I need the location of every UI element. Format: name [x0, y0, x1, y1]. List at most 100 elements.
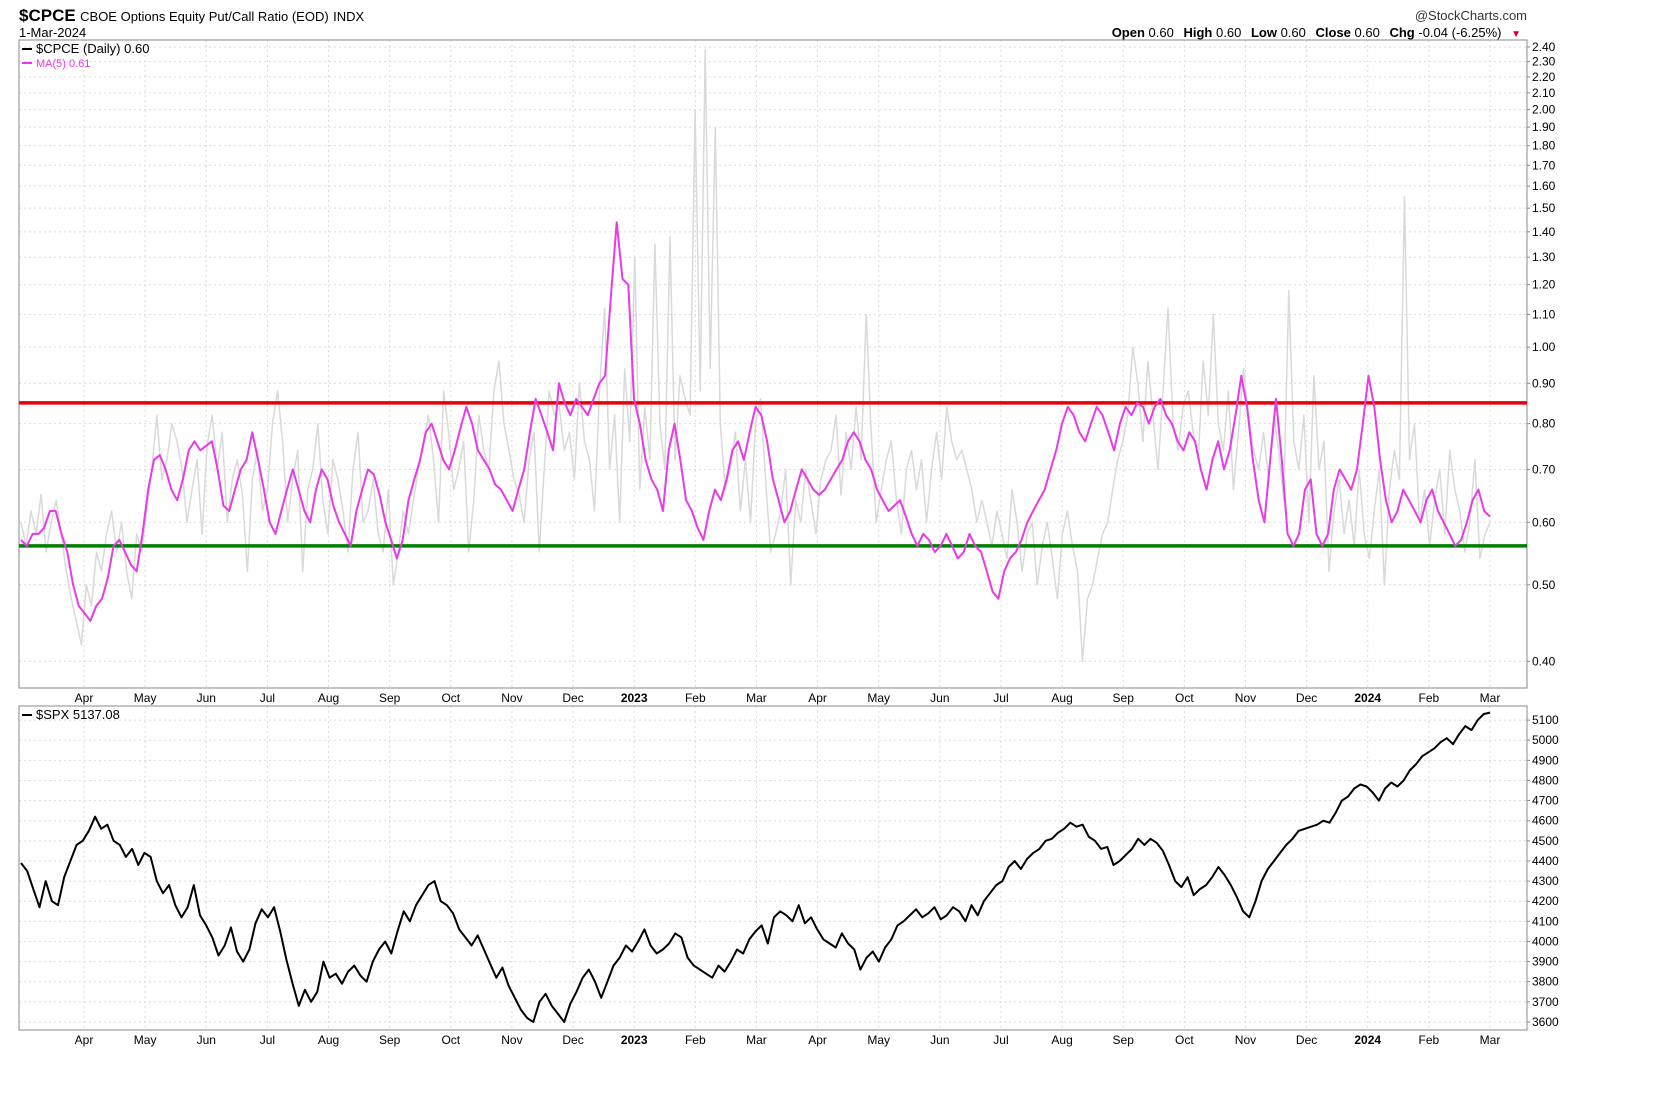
- top-y-tick-label: 2.00: [1532, 103, 1556, 117]
- chg-label: Chg: [1389, 25, 1415, 40]
- bottom-y-tick-label: 4900: [1532, 753, 1559, 767]
- top-y-tick-label: 1.70: [1532, 158, 1556, 172]
- top-x-tick-label: Feb: [1419, 691, 1440, 705]
- bottom-x-tick-label: Feb: [1419, 1033, 1440, 1047]
- bottom-x-tick-label: Feb: [685, 1033, 706, 1047]
- bottom-y-tick-label: 3700: [1532, 995, 1559, 1009]
- top-x-tick-label: Oct: [1175, 691, 1194, 705]
- top-x-tick-label: Dec: [562, 691, 583, 705]
- bottom-y-tick-label: 3800: [1532, 975, 1559, 989]
- top-y-tick-label: 1.50: [1532, 201, 1556, 215]
- top-x-tick-label: Mar: [746, 691, 767, 705]
- top-x-tick-label: Jun: [930, 691, 949, 705]
- bottom-x-tick-label: Jul: [993, 1033, 1008, 1047]
- top-x-tick-labels: Apr May Jun Jul Aug Sep Oct Nov Dec 2023 Feb Mar Apr…: [75, 691, 1501, 705]
- bottom-x-tick-label: Jun: [930, 1033, 949, 1047]
- top-y-tick-label: 2.30: [1532, 55, 1556, 69]
- spx-line: [20, 711, 1491, 1023]
- bottom-x-tick-label: Nov: [1235, 1033, 1256, 1047]
- bottom-y-tick-labels: 3600 3700 3800 3900 4000 4100 4200 4300 4400 4500…: [1527, 713, 1559, 1029]
- top-y-tick-label: 0.90: [1532, 376, 1556, 390]
- bottom-y-tick-label: 4400: [1532, 854, 1559, 868]
- bottom-y-tick-label: 3900: [1532, 955, 1559, 969]
- bottom-y-tick-label: 5000: [1532, 733, 1559, 747]
- bottom-y-tick-label: 4600: [1532, 814, 1559, 828]
- bottom-y-tick-label: 3600: [1532, 1015, 1559, 1029]
- bottom-x-tick-label: Mar: [1480, 1033, 1501, 1047]
- bottom-x-tick-label: Mar: [746, 1033, 767, 1047]
- close-label: Close: [1315, 25, 1351, 40]
- top-y-tick-label: 0.80: [1532, 417, 1556, 431]
- bottom-x-tick-label: Apr: [75, 1033, 94, 1047]
- top-x-tick-label: Apr: [808, 691, 827, 705]
- bottom-y-tick-label: 4800: [1532, 773, 1559, 787]
- top-y-tick-label: 1.20: [1532, 278, 1556, 292]
- high-value: 0.60: [1216, 25, 1242, 40]
- top-x-tick-label: Oct: [441, 691, 460, 705]
- top-y-tick-label: 1.10: [1532, 308, 1556, 322]
- bottom-x-tick-label: Sep: [1113, 1033, 1135, 1047]
- top-y-tick-labels: 0.40 0.50 0.60 0.70 0.80 0.90 1.00 1.10 1.20 1.30…: [1527, 40, 1556, 668]
- bottom-x-tick-label: Aug: [318, 1033, 339, 1047]
- bottom-y-tick-label: 4700: [1532, 794, 1559, 808]
- top-panel-frame: [18, 39, 1528, 689]
- bottom-y-tick-label: 5100: [1532, 713, 1559, 727]
- bottom-x-tick-label: Sep: [379, 1033, 401, 1047]
- top-y-tick-label: 0.50: [1532, 578, 1556, 592]
- top-x-tick-label: Jul: [260, 691, 275, 705]
- low-value: 0.60: [1280, 25, 1306, 40]
- down-arrow-icon: ▼: [1511, 29, 1521, 40]
- bottom-x-tick-label: May: [867, 1033, 890, 1047]
- top-y-tick-label: 1.00: [1532, 340, 1556, 354]
- bottom-x-tick-label: Apr: [808, 1033, 827, 1047]
- top-y-tick-label: 1.80: [1532, 139, 1556, 153]
- ohlc-readout: Open 0.60 High 0.60 Low 0.60 Close 0.60 …: [1112, 25, 1527, 40]
- top-x-tick-label: Sep: [379, 691, 401, 705]
- ma5-line: [20, 221, 1491, 622]
- bottom-x-tick-label: 2023: [621, 1033, 648, 1047]
- top-x-tick-label: Dec: [1296, 691, 1317, 705]
- bottom-y-tick-label: 4000: [1532, 934, 1559, 948]
- top-x-tick-label: May: [867, 691, 890, 705]
- top-x-tick-label: Jul: [993, 691, 1008, 705]
- bottom-y-tick-label: 4100: [1532, 914, 1559, 928]
- bottom-x-tick-label: May: [134, 1033, 157, 1047]
- date-label: 1-Mar-2024: [19, 25, 87, 40]
- top-panel-gridlines: [19, 40, 1527, 688]
- top-y-tick-label: 2.20: [1532, 70, 1556, 84]
- cpce-daily-line: [20, 49, 1491, 663]
- close-value: 0.60: [1354, 25, 1380, 40]
- bottom-x-tick-label: Oct: [441, 1033, 460, 1047]
- top-x-tick-label: 2024: [1354, 691, 1381, 705]
- bottom-y-tick-label: 4300: [1532, 874, 1559, 888]
- bottom-panel-gridlines: [19, 706, 1527, 1030]
- low-label: Low: [1250, 25, 1277, 40]
- top-x-tick-label: Nov: [1235, 691, 1256, 705]
- top-x-tick-label: Aug: [318, 691, 339, 705]
- top-x-tick-label: Mar: [1480, 691, 1501, 705]
- top-y-tick-label: 1.60: [1532, 179, 1556, 193]
- spx-legend: $SPX 5137.08: [36, 707, 120, 722]
- top-y-tick-label: 2.40: [1532, 40, 1556, 54]
- top-x-tick-label: Apr: [75, 691, 94, 705]
- bottom-x-tick-label: Oct: [1175, 1033, 1194, 1047]
- description-label: CBOE Options Equity Put/Call Ratio (EOD): [80, 9, 329, 24]
- top-y-tick-label: 1.30: [1532, 250, 1556, 264]
- top-y-tick-label: 2.10: [1532, 86, 1556, 100]
- top-x-tick-label: Feb: [685, 691, 706, 705]
- exchange-label: INDX: [333, 9, 365, 24]
- top-y-tick-label: 1.40: [1532, 225, 1556, 239]
- ma5-legend: MA(5) 0.61: [36, 58, 90, 70]
- cpce-series-group: [19, 49, 1527, 663]
- top-x-tick-label: 2023: [621, 691, 648, 705]
- top-y-tick-label: 0.40: [1532, 654, 1556, 668]
- chart-title-row: $CPCE CBOE Options Equity Put/Call Ratio…: [19, 6, 364, 26]
- chg-value: -0.04 (-6.25%): [1418, 25, 1502, 40]
- bottom-x-tick-label: Dec: [1296, 1033, 1317, 1047]
- bottom-y-tick-label: 4500: [1532, 834, 1559, 848]
- top-x-tick-label: Jun: [197, 691, 216, 705]
- bottom-y-tick-label: 4200: [1532, 894, 1559, 908]
- open-label: Open: [1111, 25, 1145, 40]
- bottom-panel-frame: [18, 705, 1528, 1031]
